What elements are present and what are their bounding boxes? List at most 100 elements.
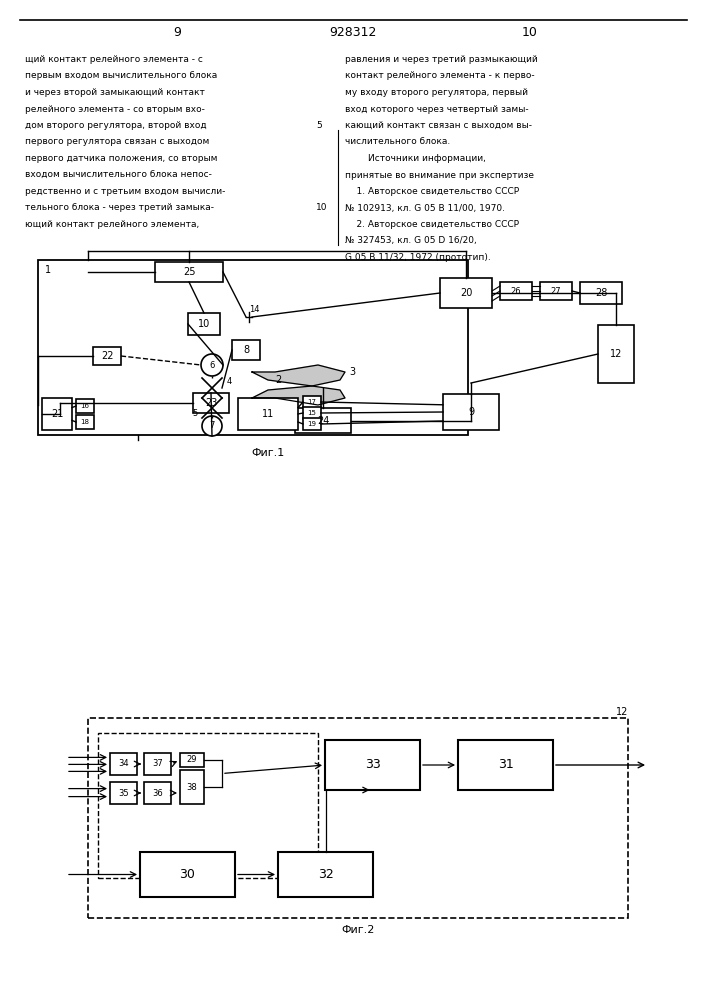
Text: Источники информации,: Источники информации, <box>345 154 486 163</box>
Text: 31: 31 <box>498 758 513 772</box>
Text: 6: 6 <box>209 360 215 369</box>
Text: № 327453, кл. G 05 D 16/20,: № 327453, кл. G 05 D 16/20, <box>345 236 477 245</box>
Text: ющий контакт релейного элемента,: ющий контакт релейного элемента, <box>25 220 199 229</box>
Text: 33: 33 <box>365 758 380 772</box>
Bar <box>238 398 298 430</box>
Text: 3: 3 <box>349 367 355 377</box>
Bar <box>303 396 321 408</box>
Text: 25: 25 <box>182 267 195 277</box>
Text: 17: 17 <box>308 399 317 405</box>
Bar <box>110 753 137 775</box>
Text: 19: 19 <box>308 421 317 427</box>
Text: му входу второго регулятора, первый: му входу второго регулятора, первый <box>345 88 528 97</box>
Text: 5: 5 <box>316 121 322 130</box>
Text: 27: 27 <box>551 286 561 296</box>
Text: равления и через третий размыкающий: равления и через третий размыкающий <box>345 55 538 64</box>
Text: 12: 12 <box>610 349 622 359</box>
Text: 928312: 928312 <box>329 26 377 39</box>
Bar <box>278 852 373 897</box>
Bar <box>303 407 321 419</box>
Text: 1: 1 <box>45 265 51 275</box>
Text: 18: 18 <box>81 419 90 425</box>
Text: первого регулятора связан с выходом: первого регулятора связан с выходом <box>25 137 209 146</box>
Bar <box>110 782 137 804</box>
Text: принятые во внимание при экспертизе: принятые во внимание при экспертизе <box>345 170 534 180</box>
Text: 36: 36 <box>152 788 163 798</box>
Text: 4: 4 <box>226 377 232 386</box>
Text: дом второго регулятора, второй вход: дом второго регулятора, второй вход <box>25 121 206 130</box>
Bar <box>193 393 229 413</box>
Text: редственно и с третьим входом вычисли-: редственно и с третьим входом вычисли- <box>25 187 226 196</box>
Bar <box>144 753 171 775</box>
Text: 32: 32 <box>317 868 334 881</box>
Text: № 102913, кл. G 05 B 11/00, 1970.: № 102913, кл. G 05 B 11/00, 1970. <box>345 204 505 213</box>
Text: 7: 7 <box>209 422 215 430</box>
Text: 10: 10 <box>198 319 210 329</box>
Text: 24: 24 <box>317 416 329 426</box>
Text: 35: 35 <box>118 788 129 798</box>
Text: Фиг.1: Фиг.1 <box>252 448 285 458</box>
Bar <box>93 347 121 365</box>
Text: 2: 2 <box>275 375 281 385</box>
Bar <box>295 408 351 433</box>
Text: 34: 34 <box>118 760 129 768</box>
Bar <box>598 325 634 383</box>
Text: 20: 20 <box>460 288 472 298</box>
Text: тельного блока - через третий замыка-: тельного блока - через третий замыка- <box>25 204 214 213</box>
Text: 16: 16 <box>81 403 90 409</box>
Text: 9: 9 <box>173 26 181 39</box>
Bar <box>500 282 532 300</box>
Text: первым входом вычислительного блока: первым входом вычислительного блока <box>25 72 217 81</box>
Bar <box>540 282 572 300</box>
Text: 15: 15 <box>308 410 317 416</box>
Circle shape <box>201 354 223 376</box>
Text: 14: 14 <box>249 306 259 314</box>
Bar <box>98 733 318 878</box>
Text: 28: 28 <box>595 288 607 298</box>
Bar <box>580 282 622 304</box>
Bar <box>443 394 499 430</box>
Bar <box>155 262 223 282</box>
Text: 1. Авторское свидетельство СССР: 1. Авторское свидетельство СССР <box>345 187 519 196</box>
Text: 11: 11 <box>262 409 274 419</box>
Bar <box>180 753 204 767</box>
Bar <box>144 782 171 804</box>
Bar <box>42 398 72 430</box>
Bar <box>303 418 321 430</box>
Text: 23: 23 <box>205 398 217 408</box>
Bar <box>88 718 628 918</box>
Polygon shape <box>252 365 345 386</box>
Text: 5: 5 <box>192 408 198 418</box>
Text: 30: 30 <box>180 868 195 881</box>
Text: 38: 38 <box>187 782 197 792</box>
Bar <box>440 278 492 308</box>
Text: релейного элемента - со вторым вхо-: релейного элемента - со вторым вхо- <box>25 104 205 113</box>
Text: 2. Авторское свидетельство СССР: 2. Авторское свидетельство СССР <box>345 220 519 229</box>
Text: 8: 8 <box>243 345 249 355</box>
Text: 22: 22 <box>101 351 113 361</box>
Bar <box>180 770 204 804</box>
Text: 37: 37 <box>152 760 163 768</box>
Text: числительного блока.: числительного блока. <box>345 137 450 146</box>
Text: 29: 29 <box>187 756 197 764</box>
Bar <box>188 313 220 335</box>
Text: и через второй замыкающий контакт: и через второй замыкающий контакт <box>25 88 205 97</box>
Text: вход которого через четвертый замы-: вход которого через четвертый замы- <box>345 104 529 113</box>
Text: 21: 21 <box>51 409 63 419</box>
Bar <box>458 740 553 790</box>
Text: 10: 10 <box>522 26 538 39</box>
Bar <box>38 260 468 435</box>
Text: 10: 10 <box>316 204 327 213</box>
Text: G 05 B 11/32, 1972 (прототип).: G 05 B 11/32, 1972 (прототип). <box>345 253 491 262</box>
Bar <box>232 340 260 360</box>
Text: 9: 9 <box>468 407 474 417</box>
Text: 12: 12 <box>616 707 629 717</box>
Bar <box>76 399 94 413</box>
Polygon shape <box>252 386 345 405</box>
Text: кающий контакт связан с выходом вы-: кающий контакт связан с выходом вы- <box>345 121 532 130</box>
Bar <box>140 852 235 897</box>
Text: щий контакт релейного элемента - с: щий контакт релейного элемента - с <box>25 55 203 64</box>
Text: контакт релейного элемента - к перво-: контакт релейного элемента - к перво- <box>345 72 534 81</box>
Text: Фиг.2: Фиг.2 <box>341 925 375 935</box>
Circle shape <box>202 416 222 436</box>
